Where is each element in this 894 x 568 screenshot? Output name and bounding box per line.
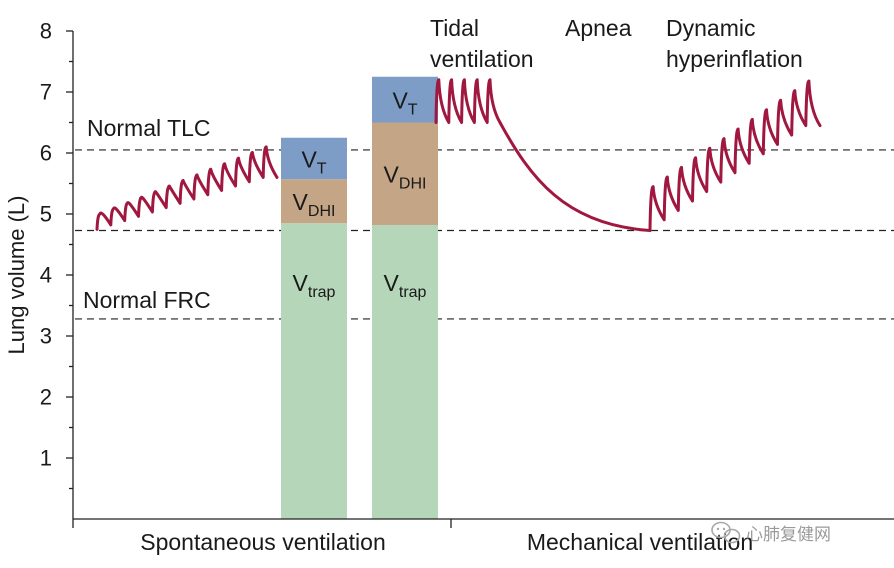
axes xyxy=(72,31,894,528)
bar-segment-trap xyxy=(372,224,438,520)
spontaneous-trace xyxy=(95,145,279,231)
annotation-apnea: Apnea xyxy=(565,15,632,41)
annotation-tidal: Tidal xyxy=(430,15,479,41)
wechat-logo-icon xyxy=(711,521,741,544)
bar-segment-dhi xyxy=(372,122,438,225)
bar-segment-t xyxy=(372,76,438,123)
section-label-spontaneous: Spontaneous ventilation xyxy=(140,529,386,555)
watermark: 心肺复健网 xyxy=(711,521,831,545)
bar-segment-trap xyxy=(281,223,347,519)
annotation-dynamic: Dynamic xyxy=(666,15,755,41)
tidal-ventilation-trace xyxy=(434,78,502,124)
normal-tlc-label: Normal TLC xyxy=(87,115,211,141)
y-ticks: 1 2 3 4 5 6 7 8 xyxy=(40,19,73,490)
reference-lines xyxy=(75,149,894,320)
y-tick-label: 6 xyxy=(40,141,52,166)
volume-traces xyxy=(95,78,822,232)
annotation-hyperinflation: hyperinflation xyxy=(666,46,803,72)
y-tick-label: 5 xyxy=(40,202,52,227)
y-tick-label: 4 xyxy=(40,263,52,288)
bar-segment-t xyxy=(281,137,347,180)
section-label-mechanical: Mechanical ventilation xyxy=(527,529,753,555)
y-tick-label: 1 xyxy=(40,446,52,471)
y-axis-label: Lung volume (L) xyxy=(4,196,29,355)
y-tick-label: 3 xyxy=(40,324,52,349)
apnea-trace xyxy=(498,121,652,232)
y-tick-label: 7 xyxy=(40,80,52,105)
normal-frc-label: Normal FRC xyxy=(83,287,211,313)
watermark-text: 心肺复健网 xyxy=(746,525,831,545)
y-tick-label: 8 xyxy=(40,19,52,44)
dynamic-hyperinflation-trace xyxy=(648,79,822,231)
bar-segment-dhi xyxy=(281,179,347,224)
annotation-ventilation: ventilation xyxy=(430,46,534,72)
y-tick-label: 2 xyxy=(40,385,52,410)
